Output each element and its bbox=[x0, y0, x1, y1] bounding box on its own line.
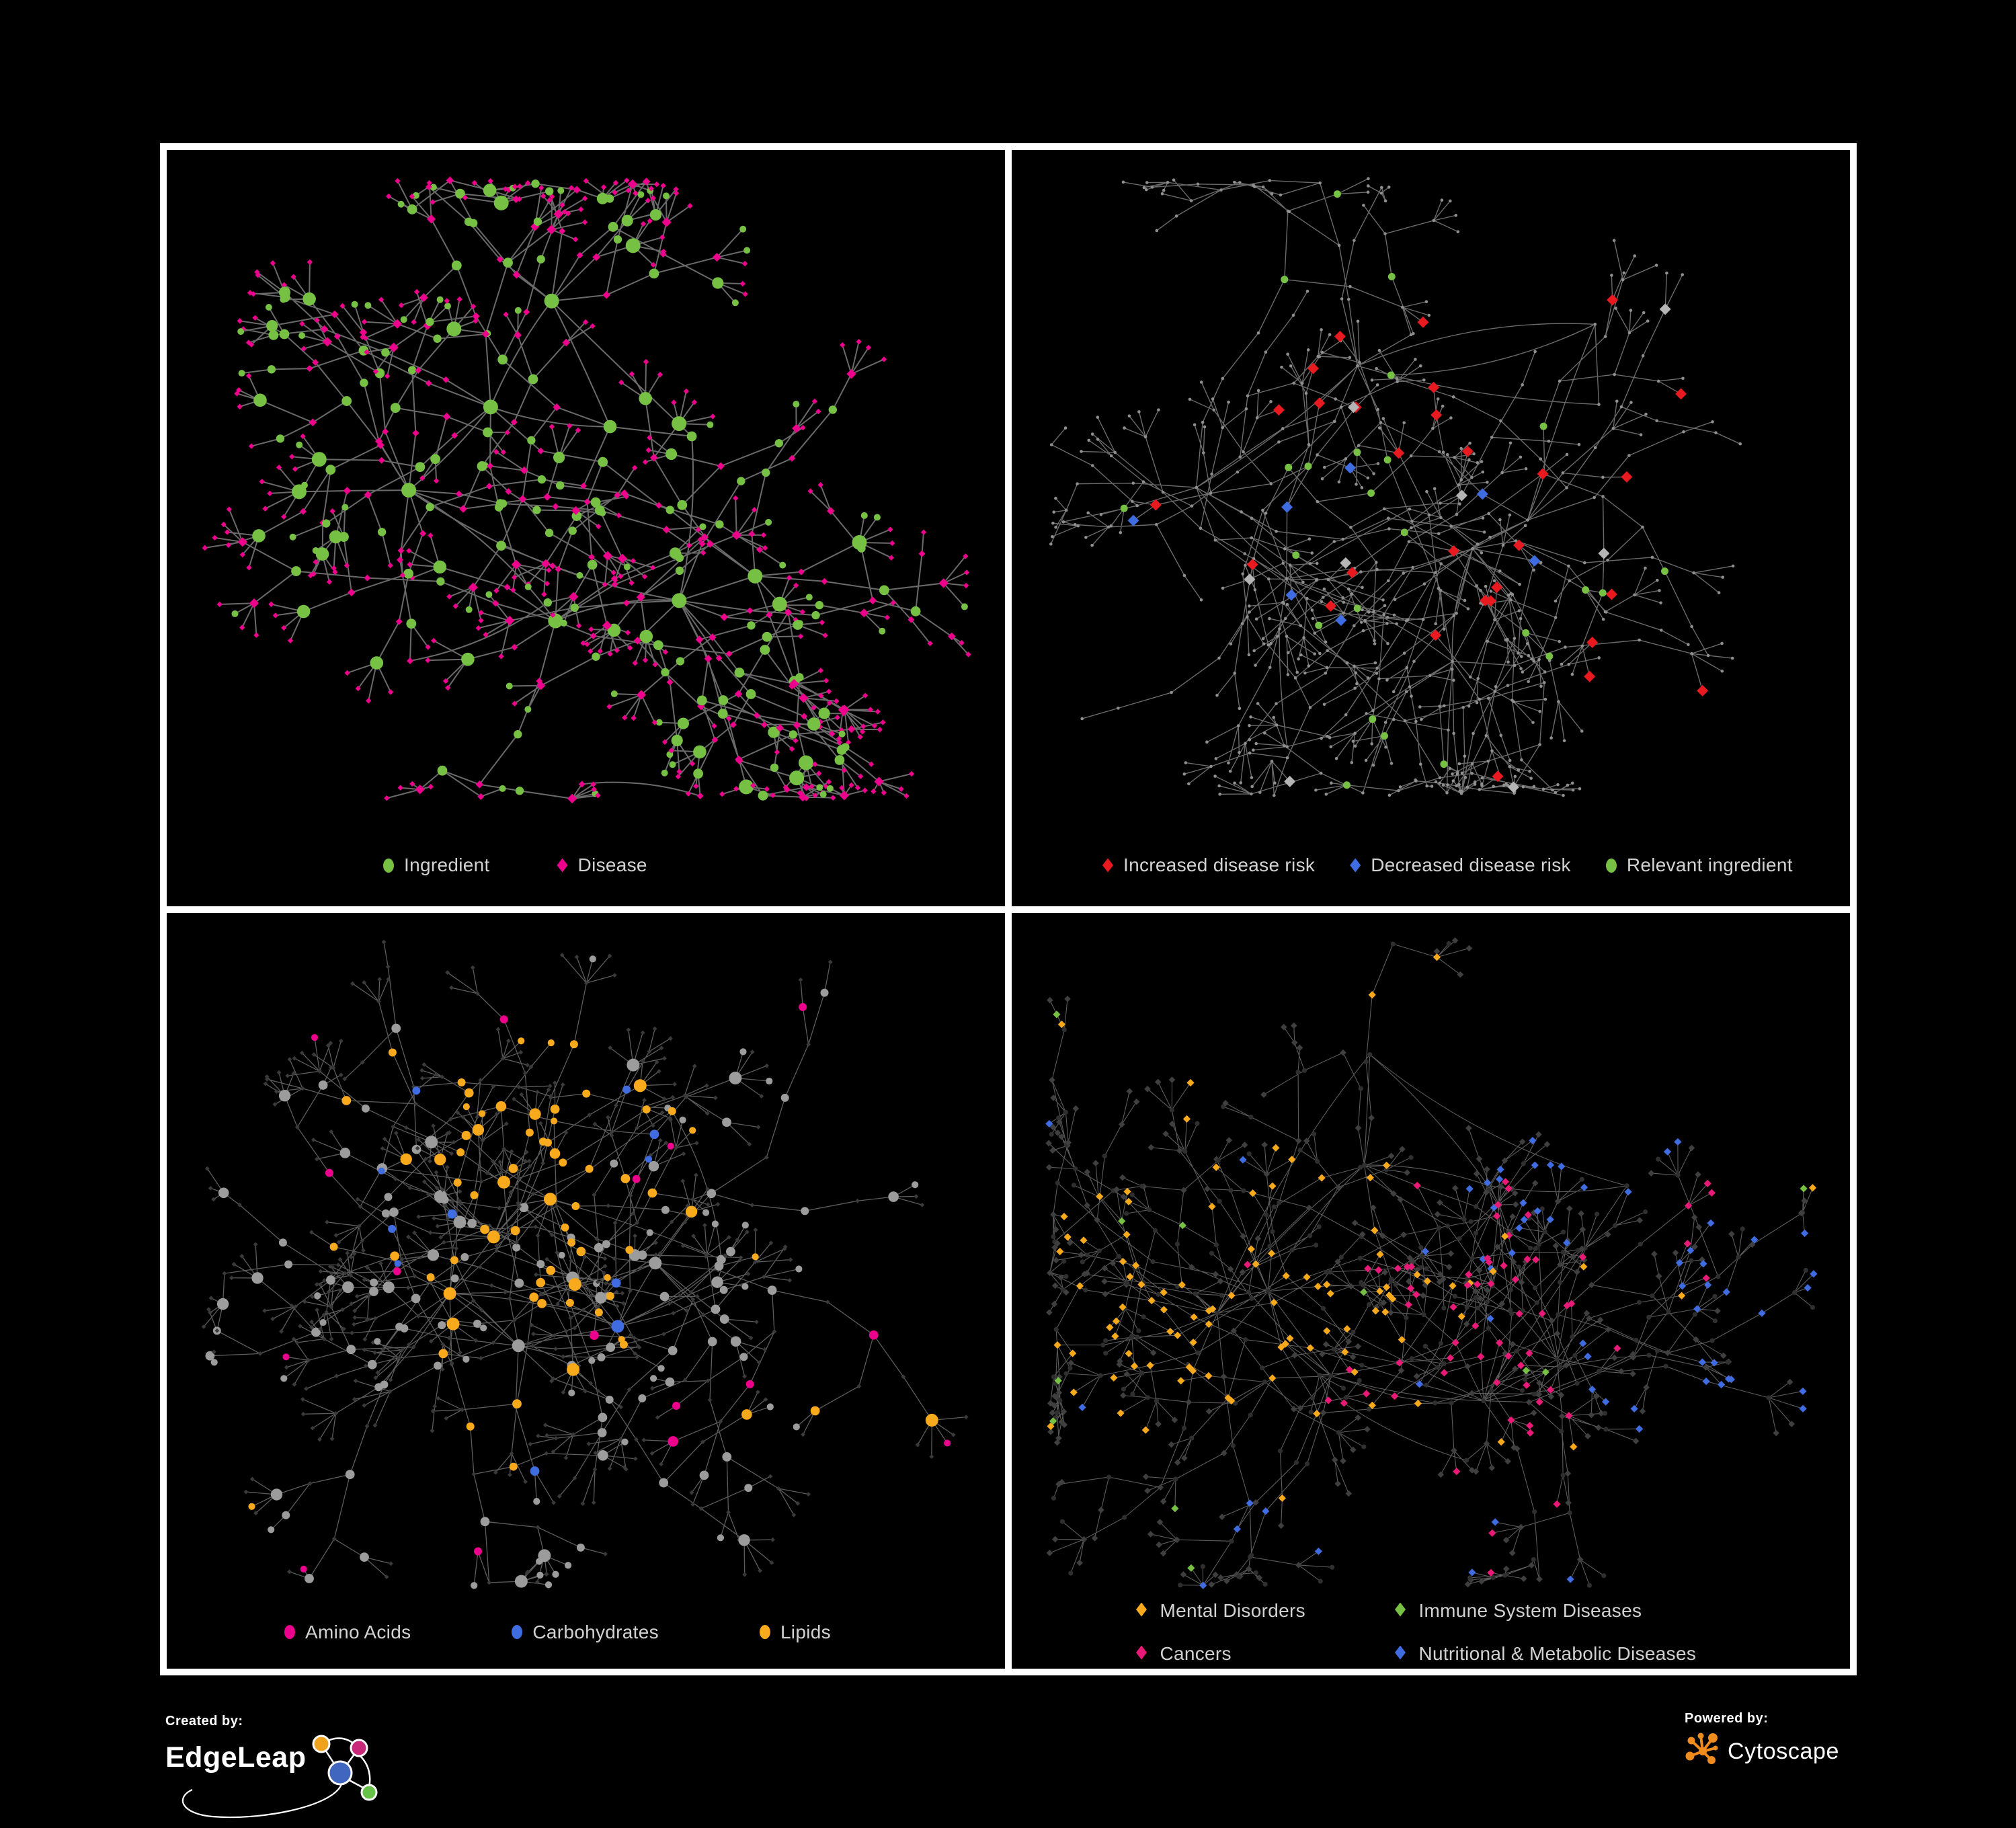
legend-label: Decreased disease risk bbox=[1371, 855, 1571, 875]
legend-item-immune-diseases: Immune System Diseases bbox=[1395, 1600, 1696, 1622]
legend-item-ingredient: Ingredient bbox=[383, 855, 490, 876]
legend-label: Lipids bbox=[780, 1621, 831, 1642]
figure-frame: Ingredient Disease Increased disease ris… bbox=[160, 143, 1857, 1675]
legend-item-cancers: Cancers bbox=[1136, 1643, 1395, 1665]
legend-label: Nutritional & Metabolic Diseases bbox=[1418, 1642, 1697, 1664]
panel-ingredient-disease: Ingredient Disease bbox=[167, 150, 1005, 906]
legend-item-lipids: Lipids bbox=[759, 1621, 831, 1643]
legend-item-nutritional-metabolic: Nutritional & Metabolic Diseases bbox=[1395, 1643, 1696, 1665]
legend-item-amino-acids: Amino Acids bbox=[284, 1622, 411, 1643]
carbohydrates-marker-icon bbox=[512, 1625, 523, 1639]
network-ingredient-disease bbox=[202, 176, 971, 804]
legend-label: Immune System Diseases bbox=[1418, 1599, 1642, 1621]
legend-item-relevant-ingredient: Relevant ingredient bbox=[1605, 855, 1793, 876]
decreased-risk-marker-icon bbox=[1350, 858, 1361, 873]
ingredient-marker-icon bbox=[383, 858, 394, 873]
increased-risk-marker-icon bbox=[1102, 858, 1113, 873]
cancers-marker-icon bbox=[1136, 1645, 1147, 1660]
edgeleap-blue-node bbox=[327, 1760, 353, 1786]
edgeleap-orange-node bbox=[312, 1735, 331, 1753]
edgeleap-network-icon bbox=[182, 1735, 378, 1819]
cytoscape-wordmark: Cytoscape bbox=[1728, 1738, 1840, 1764]
legend-ingredient-disease: Ingredient Disease bbox=[383, 855, 647, 876]
immune-diseases-marker-icon bbox=[1395, 1602, 1406, 1617]
edgeleap-wordmark: EdgeLeap bbox=[165, 1741, 307, 1774]
created-by-block: Created by: EdgeLeap bbox=[165, 1714, 407, 1825]
legend-label: Amino Acids bbox=[305, 1621, 411, 1642]
edgeleap-logo: EdgeLeap bbox=[165, 1731, 397, 1825]
legend-item-increased-risk: Increased disease risk bbox=[1102, 855, 1315, 876]
legend-label: Increased disease risk bbox=[1123, 855, 1316, 875]
mental-disorders-marker-icon bbox=[1136, 1602, 1147, 1617]
legend-label: Disease bbox=[577, 855, 647, 875]
network-disease-risk bbox=[1049, 177, 1742, 797]
network-disease-classes bbox=[1045, 937, 1818, 1589]
powered-by-label: Powered by: bbox=[1685, 1711, 1769, 1726]
legend-item-decreased-risk: Decreased disease risk bbox=[1350, 855, 1571, 876]
panel-compound-classes: Amino Acids Carbohydrates Lipids bbox=[167, 912, 1005, 1669]
legend-item-disease: Disease bbox=[557, 855, 647, 876]
nutritional-metabolic-marker-icon bbox=[1395, 1645, 1406, 1660]
legend-label: Carbohydrates bbox=[532, 1621, 659, 1642]
panel-disease-classes: Mental Disorders Immune System Diseases … bbox=[1012, 912, 1850, 1669]
legend-compound-classes: Amino Acids Carbohydrates Lipids bbox=[284, 1622, 831, 1643]
lipids-marker-icon bbox=[759, 1625, 770, 1639]
legend-disease-risk: Increased disease risk Decreased disease… bbox=[1102, 855, 1793, 876]
created-by-label: Created by: bbox=[165, 1714, 243, 1728]
legend-label: Cancers bbox=[1160, 1642, 1232, 1664]
legend-label: Relevant ingredient bbox=[1626, 855, 1793, 875]
edgeleap-pink-node bbox=[350, 1739, 368, 1757]
powered-by-block: Powered by: Cytoscape bbox=[1685, 1711, 1900, 1771]
cytoscape-icon bbox=[1685, 1733, 1718, 1764]
edgeleap-green-node bbox=[360, 1784, 378, 1801]
legend-disease-classes: Mental Disorders Immune System Diseases … bbox=[1136, 1600, 1696, 1665]
disease-marker-icon bbox=[557, 858, 568, 873]
amino-acids-marker-icon bbox=[284, 1625, 295, 1639]
relevant-ingredient-marker-icon bbox=[1605, 858, 1617, 873]
network-compound-classes bbox=[201, 939, 969, 1589]
edgeleap-swoosh bbox=[182, 1784, 343, 1819]
legend-label: Mental Disorders bbox=[1160, 1599, 1305, 1621]
panel-disease-risk: Increased disease risk Decreased disease… bbox=[1012, 150, 1850, 906]
legend-label: Ingredient bbox=[404, 855, 490, 875]
legend-item-carbohydrates: Carbohydrates bbox=[512, 1622, 659, 1643]
legend-item-mental-disorders: Mental Disorders bbox=[1136, 1600, 1395, 1622]
